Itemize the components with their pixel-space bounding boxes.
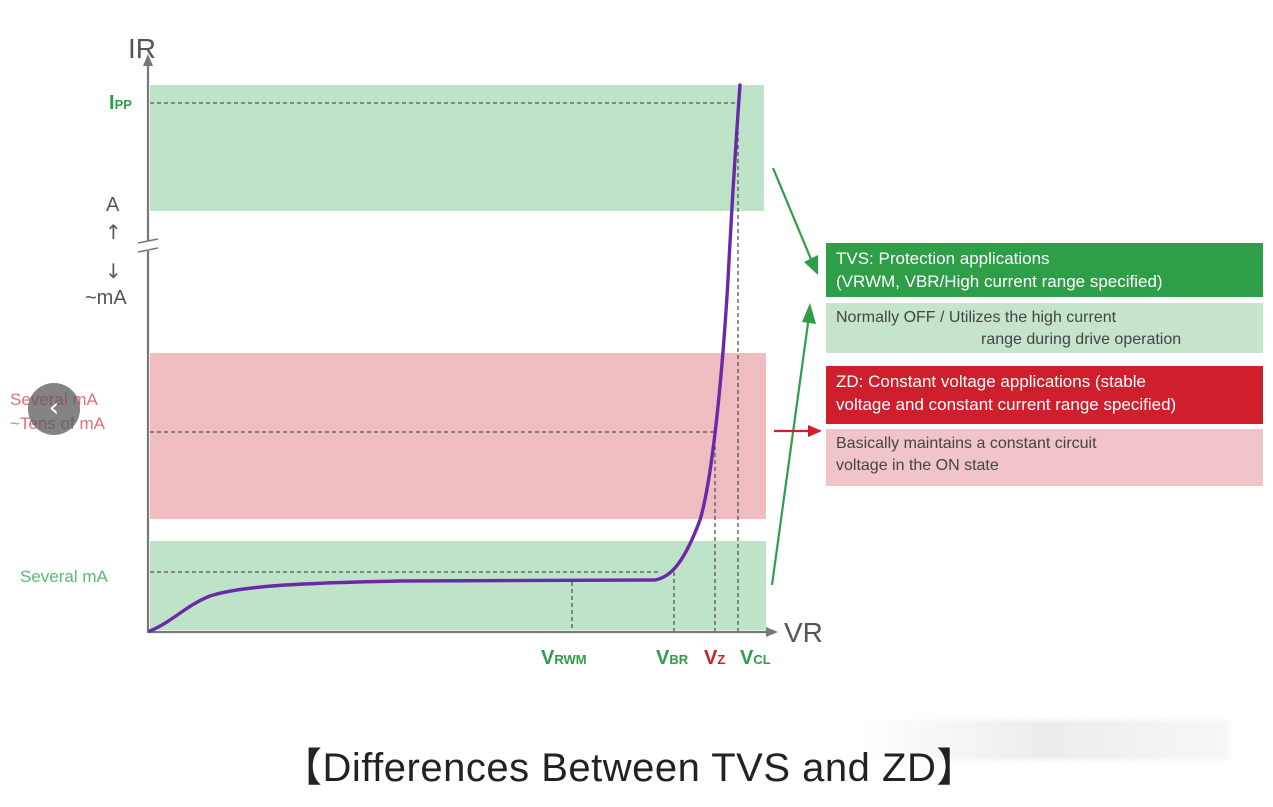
several-ma-green-label: Several mA xyxy=(20,567,109,586)
vz-label: VZ xyxy=(704,647,725,669)
milliampere-label: ~mA xyxy=(85,287,127,309)
x-axis-arrowhead xyxy=(766,627,778,637)
ampere-label: A xyxy=(106,194,120,216)
vcl-label: VCL xyxy=(740,647,771,669)
y-axis-break-mark-bottom xyxy=(137,247,159,253)
tvs-title: TVS: Protection applications xyxy=(836,249,1050,268)
tvs-upper-arrowhead xyxy=(804,255,818,275)
blurred-watermark xyxy=(860,720,1230,760)
y-axis-arrowhead xyxy=(143,54,153,66)
up-arrow-icon: ↑ xyxy=(105,220,122,244)
tvs-lower-arrow-line xyxy=(770,315,811,586)
tvs-upper-arrow-line xyxy=(771,167,815,265)
tvs-description-line2: range during drive operation xyxy=(981,331,1182,348)
zd-constant-voltage-box: ZD: Constant voltage applications (stabl… xyxy=(826,366,1263,424)
tvs-low-current-band xyxy=(150,541,766,630)
tvs-description-line1: Normally OFF / Utilizes the high current xyxy=(836,309,1117,326)
zd-specified-ranges: voltage and constant current range speci… xyxy=(836,395,1177,414)
vrwm-label: VRWM xyxy=(541,647,587,669)
chevron-left-icon: ‹ xyxy=(48,393,60,423)
tvs-high-current-band xyxy=(150,85,764,211)
vbr-label: VBR xyxy=(656,647,689,669)
zd-description-line2: voltage in the ON state xyxy=(836,457,999,474)
iv-curve xyxy=(148,83,742,633)
figure-caption: 【Differences Between TVS and ZD】 xyxy=(282,746,977,790)
zd-arrowhead xyxy=(808,425,822,437)
y-axis-break-gap xyxy=(138,241,158,251)
tvs-specified-ranges: (VRWM, VBR/High current range specified) xyxy=(836,272,1163,291)
zd-description-box: Basically maintains a constant circuit v… xyxy=(826,429,1263,486)
zd-description-line1: Basically maintains a constant circuit xyxy=(836,435,1097,452)
previous-slide-button[interactable]: ‹ xyxy=(28,383,80,435)
y-axis-label: IR xyxy=(128,33,156,64)
zd-title: ZD: Constant voltage applications (stabl… xyxy=(836,372,1146,391)
y-axis-break-mark-top xyxy=(137,238,159,244)
tvs-description-box: Normally OFF / Utilizes the high current… xyxy=(826,303,1263,353)
tvs-lower-arrowhead xyxy=(802,303,816,324)
zd-constant-current-band xyxy=(150,353,766,519)
ipp-label: IPP xyxy=(109,92,132,114)
tvs-protection-box: TVS: Protection applications (VRWM, VBR/… xyxy=(826,243,1263,297)
down-arrow-icon: ↓ xyxy=(105,259,122,283)
x-axis-label: VR xyxy=(784,617,823,648)
